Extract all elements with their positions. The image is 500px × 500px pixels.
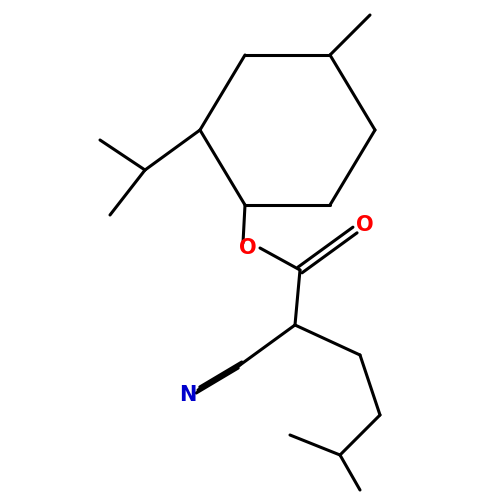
Text: O: O: [239, 238, 257, 258]
Text: N: N: [180, 385, 196, 405]
Text: O: O: [356, 215, 374, 235]
